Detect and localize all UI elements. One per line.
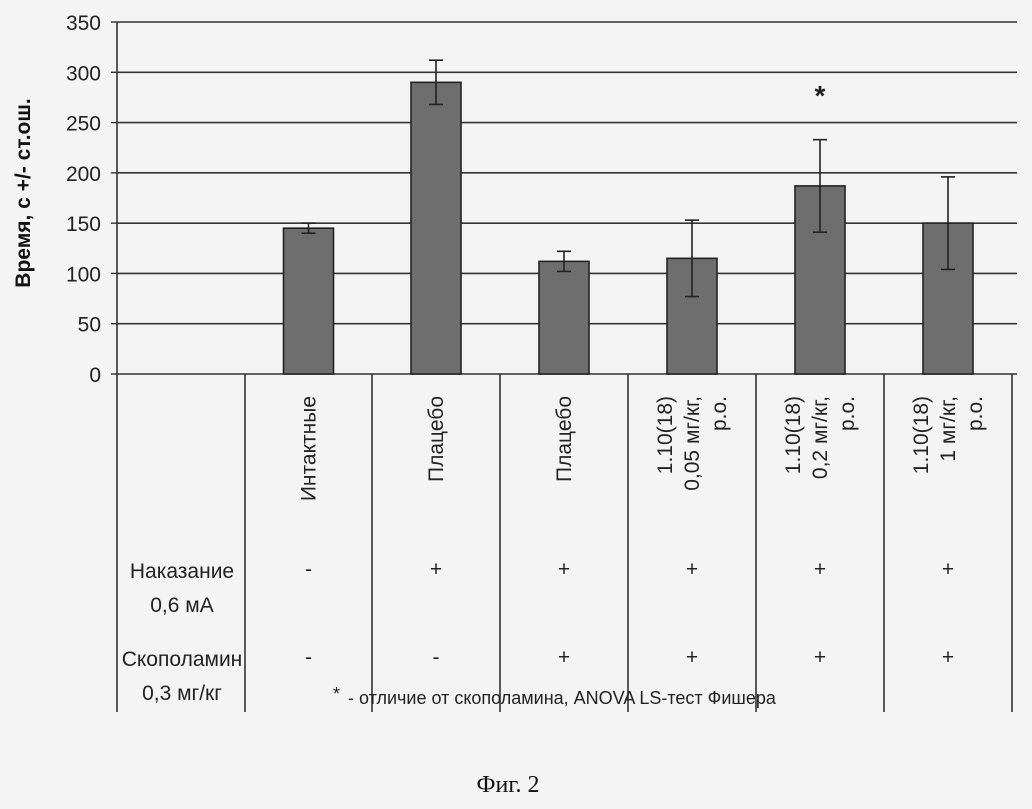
y-tick-label: 300 [66,62,101,85]
category-label: p.o. [708,396,731,431]
y-axis-label: Время, с +/- ст.ош. [12,98,35,287]
row-label: 0,6 мА [150,594,213,617]
error-bar [557,250,571,273]
y-tick-label: 250 [66,113,101,136]
row-value: + [686,558,698,581]
row-label: Скополамин [122,648,243,671]
row-value: + [558,558,570,581]
category-label: p.o. [836,396,859,431]
error-bars [301,59,955,298]
category-label: Плацебо [425,396,448,482]
bars [282,81,974,375]
row-value: - [305,646,312,669]
y-tick-label: 50 [78,314,101,337]
row-value: - [433,646,440,669]
footnote-star: * [333,684,340,704]
y-tick-label: 150 [66,213,101,236]
row-value: + [942,646,954,669]
category-labels: Интактные Плацебо Плацебо 1.10(18) 0,05 мг/к… [298,396,988,501]
row-value: + [814,558,826,581]
category-label: p.o. [964,396,987,431]
significance-star: * [815,80,826,111]
category-label: 1.10(18) [654,396,677,474]
y-tick-label: 100 [66,263,101,286]
category-label: 1.10(18) [910,396,933,474]
row-value: - [305,558,312,581]
y-tick-label: 350 [66,12,101,35]
error-bar [429,59,443,106]
error-bar [685,219,699,298]
error-bar [941,176,955,271]
row-value: + [942,558,954,581]
figure-caption: Фиг. 2 [477,772,540,798]
significance-marks: * [815,80,826,111]
y-tick-labels: 0 50 100 150 200 250 300 350 [66,12,101,387]
footnote-text: - отличие от скополамина, ANOVA LS-тест … [348,688,777,708]
row-value: + [686,646,698,669]
category-label: Интактные [298,396,321,501]
category-label: 0,2 мг/кг, [809,396,832,479]
gridlines [111,21,1017,375]
row-value: + [558,646,570,669]
category-label: 0,05 мг/кг, [681,396,704,491]
bar [410,81,462,375]
row-value: + [430,558,442,581]
y-tick-label: 0 [89,364,101,387]
category-label: Плацебо [553,396,576,482]
condition-rows: Наказание 0,6 мА - + + + + + Скополамин 0,3 мг/кг… [122,558,954,705]
bar [282,227,335,375]
bar [538,260,590,375]
error-bar [301,222,316,234]
y-tick-label: 200 [66,163,101,186]
error-bar [813,138,827,233]
row-value: + [814,646,826,669]
category-label: 1.10(18) [782,396,805,474]
row-label: 0,3 мг/кг [142,682,222,705]
row-label: Наказание [130,560,234,583]
category-label: 1 мг/кг, [937,396,960,462]
